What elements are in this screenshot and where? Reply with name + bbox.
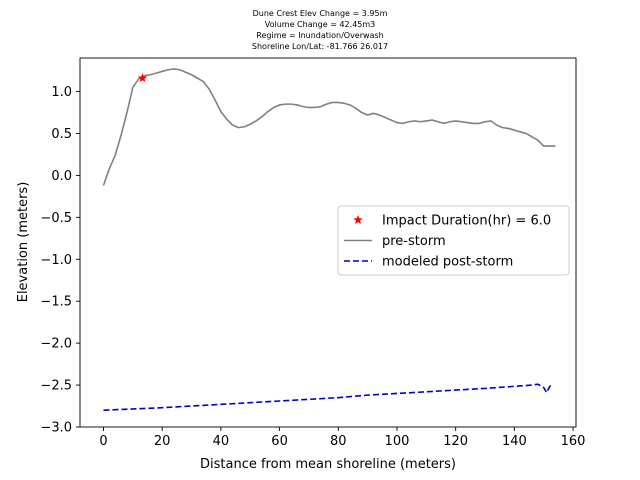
- series-line-pre-storm: [102, 68, 556, 186]
- legend-marker-impact: [353, 215, 363, 225]
- plot-area: 0 20 40 60 80 100 120 140 160 −3.0 −2.5 −2.0 −1.5 −1.…: [40, 57, 586, 449]
- x-tick-label: 20: [154, 434, 171, 449]
- legend-label: modeled post-storm: [382, 255, 513, 270]
- y-tick-label: 0.0: [51, 169, 72, 184]
- x-axis-label: Distance from mean shoreline (meters): [200, 457, 456, 472]
- y-tick-label: −0.5: [40, 211, 72, 226]
- x-tick-label: 80: [330, 434, 347, 449]
- y-tick-label: −1.5: [40, 295, 72, 310]
- series-line-modeled-post-storm: [103, 382, 554, 412]
- x-tick-label: 160: [561, 434, 586, 449]
- x-tick-label: 60: [271, 434, 288, 449]
- title-line-3: Regime = Inundation/Overwash: [256, 31, 384, 40]
- y-tick-label: −2.0: [40, 337, 72, 352]
- y-tick-label: −3.0: [40, 421, 72, 436]
- chart-title: Dune Crest Elev Change = 3.95m Volume Ch…: [0, 8, 640, 52]
- legend-box: [337, 205, 570, 276]
- axes-frame: [79, 57, 577, 428]
- legend: Impact Duration(hr) = 6.0 pre-storm modele…: [337, 205, 570, 276]
- y-tick-label: 0.5: [51, 127, 72, 142]
- title-line-2: Volume Change = 42.45m3: [264, 20, 376, 29]
- x-tick-label: 100: [385, 434, 410, 449]
- x-tick-label: 40: [213, 434, 230, 449]
- x-tick-label: 140: [502, 434, 527, 449]
- y-tick-label: 1.0: [51, 85, 72, 100]
- title-line-4: Shoreline Lon/Lat: -81.766 26.017: [251, 42, 389, 51]
- x-tick-label: 0: [99, 434, 107, 449]
- y-tick-label: −1.0: [40, 253, 72, 268]
- y-axis-label: Elevation (meters): [16, 182, 31, 303]
- legend-label: Impact Duration(hr) = 6.0: [382, 214, 551, 229]
- title-line-1: Dune Crest Elev Change = 3.95m: [252, 9, 388, 18]
- impact-marker: [137, 73, 148, 83]
- y-tick-label: −2.5: [40, 379, 72, 394]
- x-tick-label: 120: [443, 434, 468, 449]
- legend-label: pre-storm: [382, 234, 446, 249]
